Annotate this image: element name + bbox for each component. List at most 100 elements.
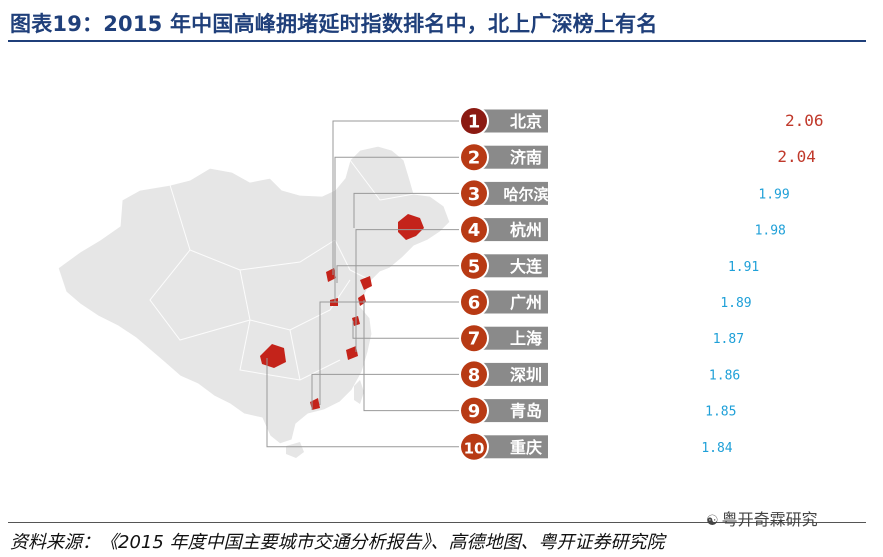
car-icon [667, 439, 690, 455]
value-label: 1.99 [758, 187, 789, 202]
car-icon [561, 113, 596, 129]
rank-badge [461, 144, 487, 171]
watermark: ☯ 粤开奇霖研究 [706, 506, 818, 530]
car-icon [667, 258, 703, 274]
car-icon [596, 403, 632, 419]
car-icon [596, 186, 632, 202]
car-icon [703, 186, 738, 202]
car-icon [738, 150, 766, 165]
car-icon [561, 150, 596, 165]
rank-number: 1 [468, 112, 481, 133]
rank-badge [461, 252, 487, 279]
car-icon [667, 331, 702, 346]
footer-divider [8, 522, 866, 523]
city-name-label: 杭州 [510, 221, 542, 240]
value-label: 2.04 [777, 147, 816, 166]
car-icon [667, 222, 703, 238]
car-icon [632, 222, 667, 238]
car-icon [596, 222, 632, 238]
car-icon [632, 113, 667, 129]
rank-number: 9 [468, 401, 481, 422]
city-name-label: 深圳 [510, 365, 542, 384]
city-name-bar [480, 290, 548, 314]
car-icon [596, 439, 632, 455]
car-icon [596, 258, 632, 274]
car-icon [632, 294, 667, 310]
rank-number: 5 [468, 256, 481, 277]
rank-row: 重庆 10 1.84 [459, 431, 733, 462]
city-name-bar [480, 218, 548, 242]
car-icon [632, 403, 667, 419]
taiwan-shape [354, 380, 364, 404]
city-name-label: 广州 [510, 293, 542, 312]
car-icon [632, 439, 667, 455]
city-name-bar [480, 362, 548, 386]
city-region-dalian [360, 276, 372, 290]
car-icon [667, 186, 703, 202]
car-icon [703, 222, 738, 238]
rank-row: 济南 2 2.04 [459, 142, 816, 173]
city-name-bar [480, 399, 548, 423]
car-icon [667, 367, 698, 383]
rank-number: 10 [464, 439, 485, 457]
car-icon [632, 258, 667, 274]
car-icon [703, 113, 738, 129]
rank-number: 2 [468, 148, 481, 169]
leader-line [363, 300, 460, 412]
city-name-bar [480, 435, 548, 459]
hainan-shape [286, 442, 304, 458]
city-region-hangzhou [346, 346, 358, 360]
city-name-label: 大连 [510, 257, 543, 276]
car-icon [738, 113, 774, 129]
city-name-label: 上海 [510, 329, 542, 348]
car-icon [667, 113, 703, 129]
car-icon [667, 150, 703, 165]
car-icon [596, 150, 632, 165]
car-icon [667, 403, 694, 419]
city-name-bar [480, 145, 548, 169]
car-icon [596, 367, 632, 383]
rank-row: 杭州 4 1.98 [459, 214, 786, 245]
value-label: 1.85 [705, 405, 736, 420]
rank-row: 哈尔滨 3 1.99 [459, 178, 790, 209]
city-region-harbin [398, 214, 424, 240]
car-icon [667, 294, 703, 310]
rank-badge [461, 325, 487, 352]
wechat-icon: ☯ [706, 513, 719, 529]
ranking-list: 北京 1 2.06 济南 2 2.04 哈尔滨 3 1.99 杭州 4 1.98 大连 5 1.91 广州 6 1… [459, 106, 824, 462]
car-icon [561, 186, 596, 202]
city-name-label: 重庆 [510, 438, 542, 457]
city-name-label: 济南 [510, 148, 542, 167]
car-icon [561, 367, 596, 383]
rank-number: 7 [468, 329, 481, 350]
car-icon [596, 294, 632, 310]
car-icon [561, 222, 596, 238]
leader-line [336, 265, 460, 283]
car-icon [561, 294, 596, 310]
source-note: 资料来源：《2015 年度中国主要城市交通分析报告》、高德地图、粤开证券研究院 [10, 532, 665, 553]
city-name-label: 青岛 [510, 402, 542, 421]
city-name-bar [480, 326, 548, 350]
city-name-label: 哈尔滨 [503, 185, 548, 203]
leader-line [311, 373, 460, 410]
car-icon [703, 150, 738, 165]
rank-row: 北京 1 2.06 [459, 106, 824, 136]
rank-row: 大连 5 1.91 [459, 250, 759, 281]
rank-number: 6 [468, 293, 481, 314]
car-icon [561, 403, 596, 419]
value-label: 1.87 [713, 332, 744, 347]
leader-line [332, 120, 460, 275]
car-icon [632, 331, 667, 346]
car-icon [632, 367, 667, 383]
rank-number: 4 [468, 220, 481, 241]
value-label: 1.89 [720, 296, 751, 311]
leader-line [319, 301, 460, 405]
value-label: 1.98 [755, 224, 786, 239]
value-label: 2.06 [785, 111, 824, 130]
rank-badge [461, 361, 487, 388]
rank-number: 8 [468, 365, 481, 386]
rank-badge [461, 397, 487, 424]
car-icon [596, 113, 632, 129]
rank-row: 青岛 9 1.85 [459, 395, 736, 426]
